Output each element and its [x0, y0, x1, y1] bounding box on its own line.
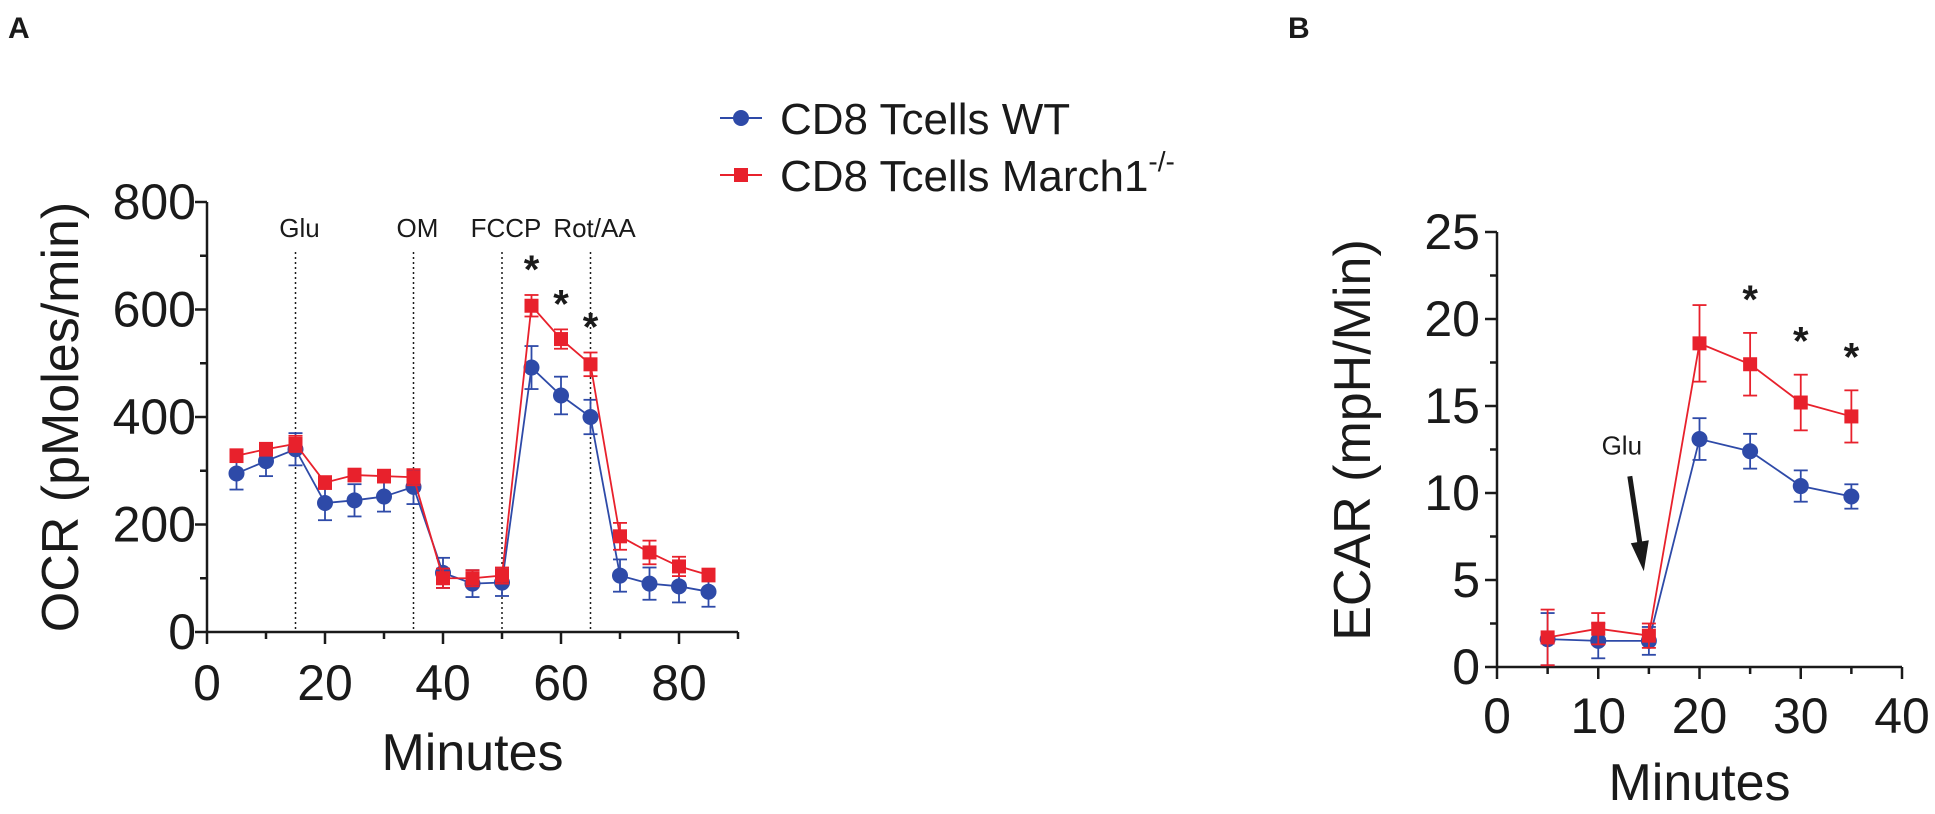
panel-b-y-tick-label: 20 [1424, 291, 1480, 347]
panel-b-y-tick-label: 0 [1452, 639, 1480, 695]
data-point-square [377, 469, 391, 484]
panel-b-y-tick-label: 5 [1452, 552, 1480, 608]
panel-a-x-tick-label: 40 [415, 655, 471, 711]
data-point-circle [553, 387, 569, 404]
panel-b-x-tick-label: 0 [1483, 688, 1511, 744]
injection-label: OM [397, 213, 439, 243]
data-point-square [672, 559, 686, 574]
panel-b-x-tick-label: 20 [1672, 688, 1728, 744]
legend-label-superscript: -/- [1148, 146, 1174, 177]
legend-marker-square [734, 168, 748, 182]
significance-star: * [553, 282, 569, 326]
data-point-square [465, 571, 480, 586]
data-point-circle [258, 453, 274, 470]
panel-a-y-axis-title: OCR (pMoles/min) [32, 202, 90, 633]
data-point-circle [228, 465, 245, 482]
data-point-square [1692, 336, 1707, 351]
data-point-square [347, 468, 362, 483]
panel-b-chart: 0 10 20 30 40 0 5 10 15 20 25 Minutes ECAR (mpH/Min)… [1324, 204, 1930, 812]
panel-b-series-wt [1539, 417, 1860, 667]
panel-a-x-tick-label: 0 [193, 655, 221, 711]
panel-b-y-axis-title: ECAR (mpH/Min) [1324, 239, 1382, 641]
data-point-square [583, 357, 598, 372]
data-point-circle [1742, 443, 1759, 460]
data-point-square [436, 571, 450, 586]
data-point-circle [671, 578, 687, 595]
data-point-square [554, 332, 568, 347]
injection-label: Glu [279, 213, 319, 243]
data-point-square [229, 448, 244, 463]
panel-b-annotation-label: Glu [1602, 430, 1642, 460]
data-point-square [613, 529, 627, 544]
series-line [1547, 437, 1852, 642]
panel-a-y-tick-label: 600 [113, 282, 196, 338]
panel-a-x-tick-label: 80 [651, 655, 707, 711]
data-point-circle [612, 567, 628, 584]
data-point-square [1641, 628, 1656, 643]
data-point-circle [1792, 478, 1809, 495]
panel-b-y-tick-label: 25 [1424, 204, 1480, 260]
legend-entry-march1: CD8 Tcells March1-/- [720, 146, 1175, 201]
significance-star: * [524, 248, 540, 292]
series-line [236, 303, 709, 580]
data-point-circle [700, 583, 717, 600]
data-point-square [495, 568, 509, 583]
legend-label: CD8 Tcells WT [780, 95, 1070, 144]
panel-b-x-tick-label: 10 [1570, 688, 1626, 744]
panel-b-x-tick-label: 40 [1874, 688, 1930, 744]
panel-a-x-tick-label: 60 [533, 655, 589, 711]
data-point-square [1540, 630, 1555, 645]
injection-label: Rot/AA [553, 213, 636, 243]
data-point-square [1591, 621, 1606, 636]
panel-a-x-tick-label: 20 [297, 655, 353, 711]
legend-label: CD8 Tcells March1-/- [780, 146, 1175, 201]
panel-b-y-tick-label: 10 [1424, 465, 1480, 521]
injection-label: FCCP [471, 213, 542, 243]
data-point-circle [376, 488, 392, 505]
panel-b-label: B [1288, 12, 1310, 45]
data-point-square [259, 442, 273, 457]
panel-a-y-tick-label: 400 [113, 389, 196, 445]
panel-a-series-wt [228, 345, 717, 608]
data-point-square [1793, 395, 1808, 410]
data-point-square [701, 568, 716, 583]
panel-b-annotation-arrow-shaft [1627, 475, 1644, 550]
data-point-circle [317, 495, 333, 511]
significance-star: * [583, 306, 599, 350]
panel-b-series-march1 [1540, 304, 1859, 667]
data-point-square [406, 470, 421, 485]
data-point-square [288, 436, 303, 451]
panel-b-annotation-arrow-head [1630, 540, 1649, 572]
panel-b-x-tick-label: 30 [1773, 688, 1829, 744]
data-point-circle [641, 575, 658, 592]
panel-a-y-tick-label: 200 [113, 497, 196, 553]
data-point-circle [523, 359, 540, 376]
significance-star: * [1793, 320, 1809, 364]
panel-a-label: A [8, 12, 30, 45]
data-point-square [642, 545, 657, 560]
data-point-circle [1843, 488, 1860, 505]
data-point-square [318, 475, 332, 490]
significance-star: * [1844, 335, 1860, 379]
significance-star: * [1742, 278, 1758, 322]
legend-marker-circle [733, 110, 749, 126]
series-line [236, 365, 709, 593]
panel-a-y-tick-label: 800 [113, 174, 196, 230]
panel-b-y-tick-label: 15 [1424, 378, 1480, 434]
panel-b-x-axis-title: Minutes [1608, 754, 1790, 809]
data-point-square [524, 298, 539, 313]
data-point-circle [346, 492, 363, 509]
data-point-square [1844, 409, 1859, 424]
legend-entry-wt: CD8 Tcells WT [720, 95, 1070, 144]
panel-a-x-axis-title: Minutes [381, 724, 563, 782]
data-point-circle [1691, 431, 1708, 448]
data-point-square [1743, 357, 1758, 372]
panel-a-series-march1 [229, 294, 716, 589]
panel-a-y-tick-label: 0 [168, 604, 196, 660]
data-point-circle [582, 409, 599, 425]
